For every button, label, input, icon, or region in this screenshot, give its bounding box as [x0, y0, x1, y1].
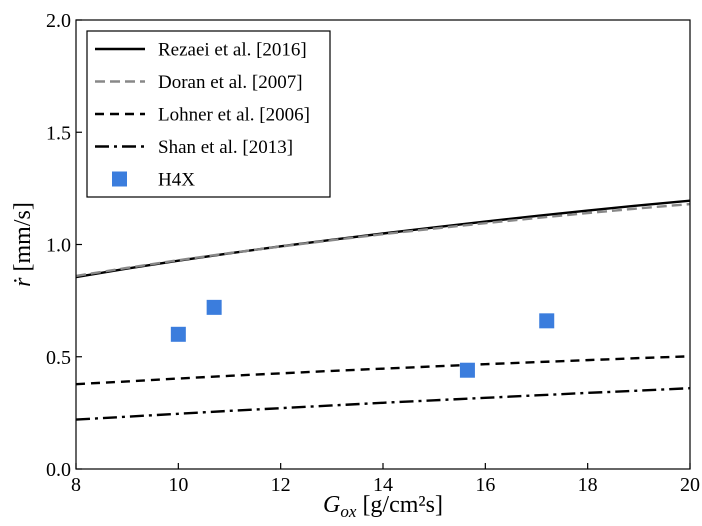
series-line-1	[76, 202, 690, 278]
scatter-point-3	[539, 313, 555, 329]
legend-label: Doran et al. [2007]	[158, 72, 303, 93]
x-axis-label: Gox [g/cm²s]	[323, 492, 443, 521]
legend-swatch-square	[112, 171, 127, 187]
plot-area	[76, 199, 690, 421]
x-tick-label: 18	[578, 474, 598, 496]
series-line-3	[76, 386, 690, 421]
x-axis-label-subscript: ox	[340, 502, 357, 521]
x-tick-label: 12	[271, 474, 291, 496]
y-axis-label: ṙ [mm/s]	[10, 202, 36, 287]
x-tick-label: 16	[475, 474, 495, 496]
legend-label: Lohner et al. [2006]	[158, 105, 310, 126]
legend-label: H4X	[158, 170, 195, 191]
y-tick-label: 1.5	[46, 122, 71, 144]
y-tick-label: 0.0	[46, 459, 71, 481]
x-axis-label-unit: [g/cm²s]	[356, 492, 443, 518]
series-line-2	[76, 355, 690, 386]
y-tick-label: 0.5	[46, 347, 71, 369]
plot-series-group	[76, 199, 690, 421]
scatter-point-2	[459, 362, 475, 378]
y-axis-label-symbol: ṙ	[10, 277, 36, 287]
x-tick-label: 8	[71, 474, 81, 496]
y-tick-label: 2.0	[46, 10, 71, 32]
legend-label: Shan et al. [2013]	[158, 137, 293, 158]
x-tick-label: 10	[168, 474, 188, 496]
scatter-point-1	[206, 299, 222, 315]
y-axis-label-unit: [mm/s]	[10, 202, 36, 277]
x-axis-label-symbol: G	[323, 492, 340, 518]
scatter-point-0	[170, 326, 186, 342]
x-tick-label: 20	[680, 474, 700, 496]
y-tick-label: 1.0	[46, 235, 71, 257]
legend-label: Rezaei et al. [2016]	[158, 40, 307, 61]
x-tick-label: 14	[373, 474, 393, 496]
legend: Rezaei et al. [2016] Doran et al. [2007] L…	[86, 30, 331, 198]
axes: 8 10 12 14 16 18 20 0.0 0.5 1.0 1.5 2.0 Gox [g/cm²s]…	[10, 10, 700, 521]
